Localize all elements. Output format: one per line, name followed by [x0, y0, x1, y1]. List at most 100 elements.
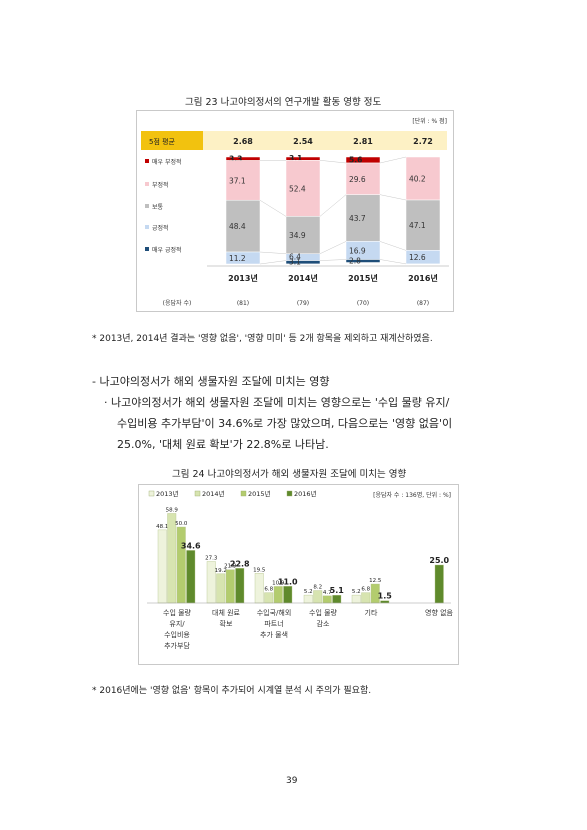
bar-2-2 [273, 586, 283, 604]
bar-3-3 [332, 595, 342, 604]
x-label-0: 수입 물량 유지/수입비용 추가부담 [163, 609, 192, 650]
bar-3-0 [303, 594, 313, 604]
bar-value-3-3: 5.1 [330, 586, 345, 595]
legend-label-1: 부정적 [152, 182, 169, 189]
connector-line [379, 194, 407, 201]
bar-label-0-1: 37.1 [229, 176, 246, 185]
bar-value-2-1: 6.8 [264, 587, 273, 593]
bar-value-3-2: 4.7 [323, 590, 332, 596]
section-line-1: · 나고야의정서가 해외 생물자원 조달에 미치는 영향으로는 '수입 물량 유… [104, 396, 450, 409]
bar-value-2-0: 19.5 [253, 567, 266, 573]
section-line-3: 25.0%, '대체 원료 확보'가 22.8%로 나타남. [117, 438, 329, 451]
bar-value-0-0: 48.1 [156, 524, 168, 530]
page-number: 39 [286, 776, 298, 786]
bar-value-4-2: 12.5 [369, 578, 382, 584]
x-label-5: 영향 없음 [425, 608, 454, 617]
avg-label-box [141, 131, 203, 150]
bar-segment-3-3 [405, 250, 441, 265]
bar-4-1 [361, 592, 371, 604]
avg-value-2: 2.81 [353, 137, 373, 146]
bar-label-0-0: 3.3 [229, 154, 242, 163]
figure-23-unit: [단위 : % 점] [412, 117, 447, 125]
bar-value-0-3: 34.6 [181, 541, 201, 550]
bar-value-5-3: 25.0 [429, 556, 449, 565]
x-label-1: 2014년 [288, 273, 318, 283]
connector-line [379, 241, 407, 251]
connector-line [379, 156, 407, 164]
figure-24-chart: 2013년 2014년 2015년 2016년 [응답자 수 : 136명, 단위 :… [147, 489, 454, 650]
legend-label-0: 2013년 [156, 489, 179, 498]
bar-value-3-0: 5.2 [304, 589, 313, 595]
bar-value-4-0: 5.2 [352, 589, 361, 595]
bar-3-2 [322, 595, 332, 604]
legend-swatch-1 [145, 182, 149, 186]
bar-label-3-2: 47.1 [409, 221, 426, 230]
bar-0-0 [157, 529, 167, 604]
bar-0-2 [176, 526, 186, 604]
connector-line [259, 200, 287, 217]
figure-23-chart: [단위 : % 점] 5점 평균 2.68 2.54 2.81 2.72 매우 부정적… [141, 117, 449, 307]
bar-1-2 [225, 569, 235, 604]
legend-label-3: 2016년 [294, 489, 317, 498]
legend-swatch-3 [145, 225, 149, 229]
legend-swatch-3 [286, 490, 293, 497]
bar-0-3 [186, 550, 196, 604]
bar-value-1-3: 22.8 [230, 559, 250, 568]
bar-segment-0-3 [225, 251, 261, 265]
avg-value-3: 2.72 [413, 137, 433, 146]
bar-4-0 [351, 594, 361, 604]
x-label-4: 기타 [365, 608, 378, 617]
connector-line [259, 260, 287, 265]
bar-4-3 [380, 600, 390, 604]
section-heading: - 나고야의정서가 해외 생물자원 조달에 미치는 영향 [92, 375, 330, 388]
figure-23-title: 그림 23 나고야의정서의 연구개발 활동 영향 정도 [185, 97, 382, 108]
bar-value-1-1: 19.2 [215, 568, 227, 574]
respondent-count-1: (79) [297, 300, 309, 307]
respondent-count-0: (81) [237, 300, 249, 307]
legend-swatch-0 [145, 159, 149, 163]
bar-3-1 [313, 590, 323, 604]
legend-label-3: 긍정적 [152, 225, 169, 232]
avg-band [203, 131, 447, 150]
bar-2-3 [283, 586, 293, 604]
bar-segment-1-4 [285, 260, 321, 265]
respondent-label: (응답자 수) [163, 299, 192, 307]
bar-label-3-3: 12.6 [409, 253, 426, 262]
connector-line [319, 160, 347, 164]
note-1: * 2013년, 2014년 결과는 '영향 없음', '영향 미미' 등 2개… [92, 334, 433, 344]
section-line-2: 수입비용 추가부담'이 34.6%로 가장 많았으며, 다음으로는 '영향 없음… [117, 417, 453, 430]
bar-1-1 [216, 573, 226, 604]
bar-label-1-0: 3.1 [289, 154, 302, 163]
legend-swatch-2 [240, 490, 247, 497]
bar-segment-2-1 [345, 162, 381, 195]
bar-value-2-2: 10.9 [272, 580, 285, 586]
bar-value-3-1: 8.2 [313, 585, 322, 591]
legend-swatch-4 [145, 247, 149, 251]
avg-label: 5점 평균 [149, 137, 176, 146]
bar-value-1-0: 27.3 [205, 556, 218, 562]
bar-label-1-3: 6.4 [289, 253, 301, 262]
bar-label-1-1: 52.4 [289, 184, 306, 193]
figure-23-frame: [단위 : % 점] 5점 평균 2.68 2.54 2.81 2.72 매우 부정적… [136, 110, 454, 312]
x-label-1: 대체 원료 확보 [212, 608, 241, 628]
legend-label-0: 매우 부정적 [152, 158, 182, 166]
bar-value-4-3: 1.5 [378, 592, 393, 601]
bar-label-2-1: 29.6 [349, 175, 366, 184]
bar-segment-3-2 [405, 199, 441, 251]
bar-label-3-1: 40.2 [409, 175, 426, 184]
connector-line [259, 251, 287, 254]
avg-value-1: 2.54 [293, 137, 313, 146]
legend-swatch-1 [194, 490, 201, 497]
bar-value-2-3: 11.0 [278, 577, 298, 586]
bar-label-0-2: 48.4 [229, 222, 246, 231]
bar-1-3 [235, 568, 245, 604]
legend-label-4: 매우 긍정적 [152, 246, 182, 254]
figure-24-unit: [응답자 수 : 136명, 단위 : %] [373, 491, 451, 499]
legend-swatch-2 [145, 204, 149, 208]
bar-5-3 [434, 564, 444, 604]
bar-label-1-4: 3.1 [289, 258, 301, 267]
x-label-2: 2015년 [348, 273, 378, 283]
connector-line [319, 259, 347, 261]
figure-24-title: 그림 24 나고야의정서가 해외 생물자원 조달에 미치는 영향 [172, 469, 407, 480]
bar-label-1-2: 34.9 [289, 231, 306, 240]
